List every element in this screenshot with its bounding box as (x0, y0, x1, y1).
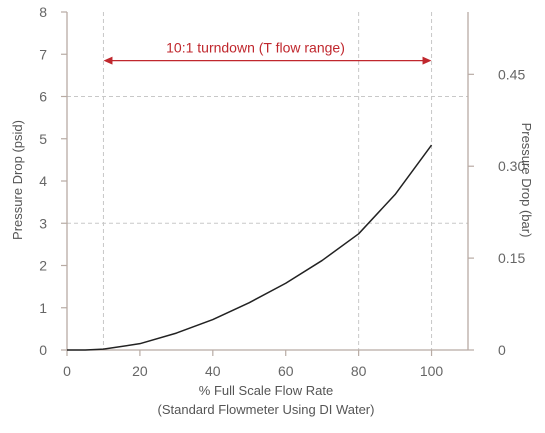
y-tick-label: 4 (39, 173, 47, 189)
x-axis-subtitle: (Standard Flowmeter Using DI Water) (158, 402, 375, 417)
y-tick-label: 1 (39, 300, 47, 316)
x-tick-label: 20 (132, 363, 148, 379)
turndown-annotation-label: 10:1 turndown (T flow range) (166, 40, 345, 56)
x-tick-label: 60 (278, 363, 294, 379)
series (67, 144, 433, 351)
y2-axis-title: Pressure Drop (bar) (519, 123, 534, 238)
reference-lines (67, 12, 468, 350)
y-tick-label: 6 (39, 89, 47, 105)
arrow-head-left-icon (103, 56, 113, 65)
x-tick-label: 0 (63, 363, 71, 379)
y2-tick-label: 0.30 (498, 158, 525, 174)
y-tick-label: 8 (39, 4, 47, 20)
y-tick-label: 2 (39, 258, 47, 274)
x-axis-title: % Full Scale Flow Rate (199, 383, 333, 398)
x-tick-label: 100 (420, 363, 444, 379)
y2-tick-label: 0.45 (498, 66, 525, 82)
pressure-drop-curve (67, 144, 433, 351)
y-tick-label: 5 (39, 131, 47, 147)
arrow-head-right-icon (422, 56, 432, 65)
y2-tick-label: 0.15 (498, 250, 525, 266)
axis-titles: % Full Scale Flow Rate (Standard Flowmet… (10, 120, 534, 417)
annotation: 10:1 turndown (T flow range) (103, 40, 432, 65)
x-tick-label: 80 (351, 363, 367, 379)
y-tick-label: 7 (39, 46, 47, 62)
x-tick-label: 40 (205, 363, 221, 379)
y-tick-label: 3 (39, 215, 47, 231)
y-axis-title: Pressure Drop (psid) (10, 120, 25, 240)
y-tick-label: 0 (39, 342, 47, 358)
axes (66, 12, 469, 351)
y2-tick-label: 0 (498, 342, 506, 358)
